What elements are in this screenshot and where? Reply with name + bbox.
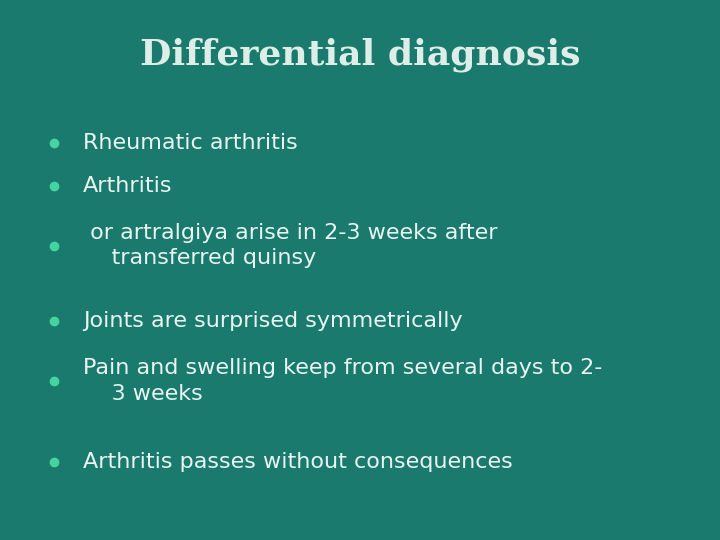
Text: Pain and swelling keep from several days to 2-
    3 weeks: Pain and swelling keep from several days… [83,358,602,403]
Text: Arthritis: Arthritis [83,176,172,197]
Text: Rheumatic arthritis: Rheumatic arthritis [83,133,297,153]
Text: Arthritis passes without consequences: Arthritis passes without consequences [83,451,513,472]
Text: Joints are surprised symmetrically: Joints are surprised symmetrically [83,311,462,332]
Text: Differential diagnosis: Differential diagnosis [140,38,580,72]
Text: or artralgiya arise in 2-3 weeks after
    transferred quinsy: or artralgiya arise in 2-3 weeks after t… [83,223,498,268]
